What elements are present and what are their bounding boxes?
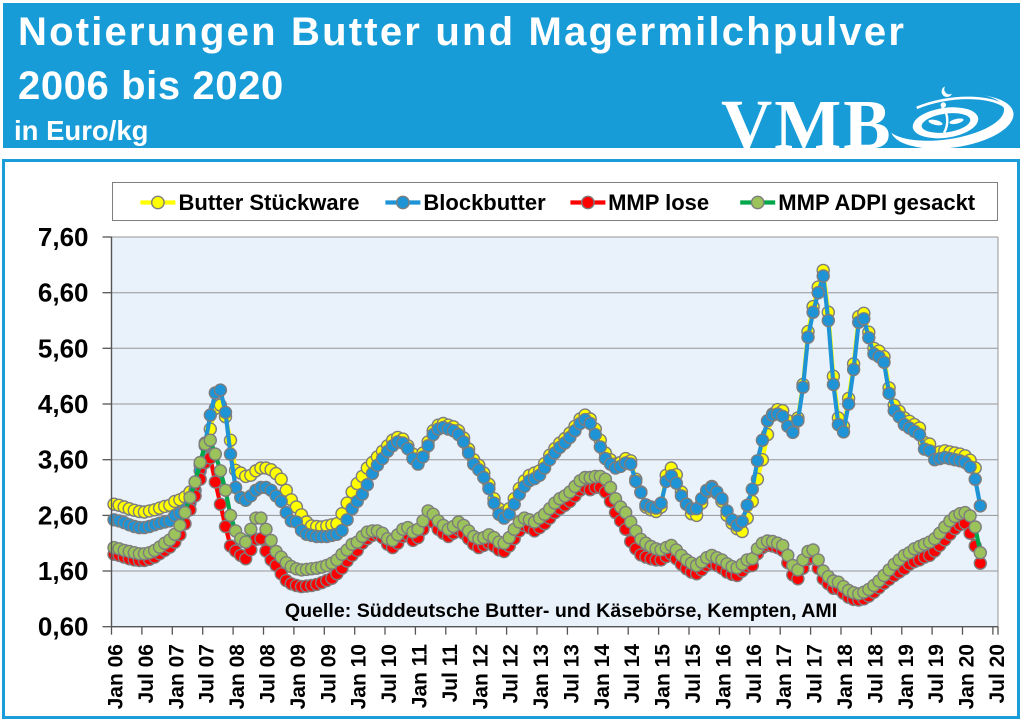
svg-text:Jul 15: Jul 15 <box>682 644 705 704</box>
svg-text:3,60: 3,60 <box>38 445 89 475</box>
svg-text:MMP ADPI gesackt: MMP ADPI gesackt <box>778 190 976 215</box>
svg-text:Jul 17: Jul 17 <box>804 644 827 704</box>
svg-text:Jul 16: Jul 16 <box>743 644 766 704</box>
svg-text:Jul 07: Jul 07 <box>196 644 219 704</box>
svg-text:0,60: 0,60 <box>38 612 89 642</box>
svg-text:MMP lose: MMP lose <box>608 190 709 215</box>
svg-text:Jan 13: Jan 13 <box>530 644 553 709</box>
svg-text:Jan 09: Jan 09 <box>287 644 310 709</box>
svg-text:2,60: 2,60 <box>38 500 89 530</box>
svg-text:Quelle: Süddeutsche Butter- un: Quelle: Süddeutsche Butter- und Käsebörs… <box>285 600 837 622</box>
svg-text:5,60: 5,60 <box>38 333 89 363</box>
svg-text:Jan 12: Jan 12 <box>469 644 492 709</box>
svg-text:Jan 07: Jan 07 <box>165 644 188 709</box>
svg-text:Jan 06: Jan 06 <box>105 644 128 709</box>
svg-text:Jan 11: Jan 11 <box>409 644 432 709</box>
svg-text:Jul 06: Jul 06 <box>135 644 158 704</box>
svg-text:6,60: 6,60 <box>38 278 89 308</box>
svg-text:4,60: 4,60 <box>38 389 89 419</box>
svg-text:Jul 12: Jul 12 <box>500 644 523 704</box>
svg-text:Butter Stückware: Butter Stückware <box>179 190 360 215</box>
svg-text:Jul 20: Jul 20 <box>986 644 1009 704</box>
svg-text:7,60: 7,60 <box>38 222 89 252</box>
svg-text:Jul 08: Jul 08 <box>257 644 280 704</box>
svg-text:Jul 19: Jul 19 <box>925 644 948 704</box>
svg-text:Jul 11: Jul 11 <box>439 644 462 703</box>
svg-text:Jan 15: Jan 15 <box>652 644 675 710</box>
svg-text:Jul 10: Jul 10 <box>378 644 401 704</box>
svg-text:Jan 20: Jan 20 <box>956 644 979 709</box>
svg-text:Jul 09: Jul 09 <box>317 644 340 704</box>
svg-text:Jan 14: Jan 14 <box>591 644 614 710</box>
svg-text:Jul 13: Jul 13 <box>560 644 583 704</box>
svg-text:Jan 17: Jan 17 <box>773 644 796 709</box>
svg-text:Jan 08: Jan 08 <box>226 644 249 710</box>
svg-text:Blockbutter: Blockbutter <box>423 190 546 215</box>
svg-text:Jan 16: Jan 16 <box>712 644 735 709</box>
svg-text:Jul 14: Jul 14 <box>621 644 644 704</box>
svg-text:Jan 19: Jan 19 <box>895 644 918 709</box>
svg-text:VMB: VMB <box>721 87 893 165</box>
svg-text:Jan 18: Jan 18 <box>834 644 857 710</box>
svg-text:1,60: 1,60 <box>38 556 89 586</box>
svg-text:Jul 18: Jul 18 <box>864 644 887 704</box>
svg-text:Jan 10: Jan 10 <box>348 644 371 709</box>
